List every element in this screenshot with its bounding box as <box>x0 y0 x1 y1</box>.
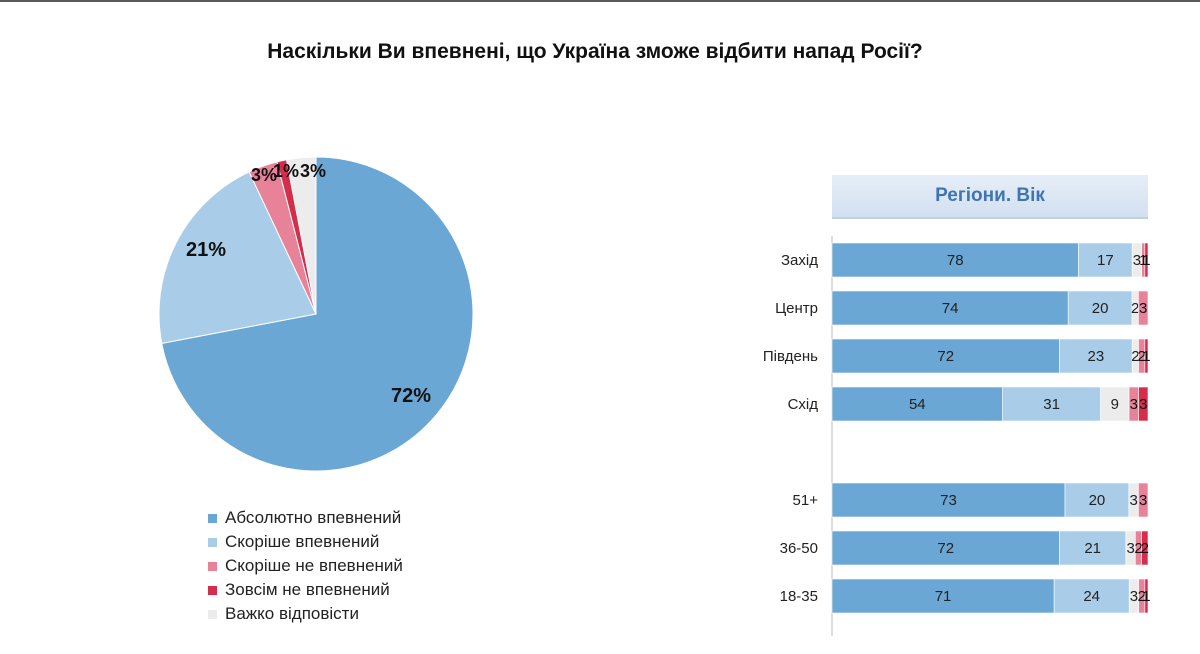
bar-value-label: 3 <box>1130 396 1138 413</box>
bar-value-label: 71 <box>935 588 952 605</box>
bar-value-label: 2 <box>1131 348 1139 365</box>
bar-segment <box>1138 386 1149 422</box>
pie-slice-label: 72% <box>391 385 431 407</box>
bar-value-label: 1 <box>1139 252 1147 269</box>
pie-slice <box>285 156 317 315</box>
bar-segment <box>1059 338 1133 374</box>
legend-item: Важко відповісти <box>208 602 403 626</box>
legend-swatch-icon <box>208 513 217 523</box>
bar-segment <box>1138 290 1149 326</box>
bar-value-label: 1 <box>1142 348 1150 365</box>
bar-segment <box>831 242 1079 278</box>
pie-slice-label: 1% <box>273 161 299 181</box>
bar-value-label: 1 <box>1142 252 1150 269</box>
legend-item: Скоріше впевнений <box>208 530 403 554</box>
bar-value-label: 20 <box>1089 492 1106 509</box>
bar-value-label: 21 <box>1084 540 1101 557</box>
pie-slice-label: 3% <box>251 165 277 185</box>
bar-segment <box>1138 482 1149 518</box>
bar-value-label: 24 <box>1083 588 1100 605</box>
bar-segment <box>1064 482 1130 518</box>
bar-value-label: 1 <box>1142 588 1150 605</box>
legend-label: Скоріше не впевнений <box>225 556 403 575</box>
bar-value-label: 2 <box>1131 300 1139 317</box>
bar-value-label: 72 <box>937 348 954 365</box>
bar-segment <box>831 578 1055 614</box>
bar-value-label: 3 <box>1129 492 1137 509</box>
bar-value-label: 3 <box>1126 540 1134 557</box>
row-label: 36-50 <box>780 540 818 557</box>
bar-value-label: 23 <box>1088 348 1105 365</box>
bar-segment <box>1059 530 1127 566</box>
pie-legend: Абсолютно впевнений Скоріше впевнений Ск… <box>208 506 403 626</box>
bar-value-label: 78 <box>947 252 964 269</box>
bar-value-label: 73 <box>940 492 957 509</box>
legend-label: Важко відповісти <box>225 604 359 623</box>
bar-segment <box>831 290 1069 326</box>
pie-chart: 72% 21% 3%1% 3% <box>158 156 474 472</box>
bar-value-label: 2 <box>1134 540 1142 557</box>
legend-item: Абсолютно впевнений <box>208 506 403 530</box>
row-label: 51+ <box>793 492 819 509</box>
row-label: 18-35 <box>780 588 818 605</box>
bar-segment <box>1053 578 1130 614</box>
top-rule <box>0 0 1200 2</box>
bar-value-label: 2 <box>1141 540 1149 557</box>
legend-label: Абсолютно впевнений <box>225 508 402 527</box>
legend-swatch-icon <box>208 561 217 571</box>
region-age-header: Регіони. Вік <box>832 175 1148 219</box>
bar-value-label: 3 <box>1130 588 1138 605</box>
bar-segment <box>831 338 1060 374</box>
bar-value-label: 72 <box>937 540 954 557</box>
bar-segment <box>831 386 1003 422</box>
pie-slice <box>158 171 317 345</box>
bar-value-label: 3 <box>1133 252 1141 269</box>
legend-swatch-icon <box>208 537 217 547</box>
bar-value-label: 17 <box>1097 252 1114 269</box>
bar-value-label: 9 <box>1111 396 1119 413</box>
bar-value-label: 31 <box>1043 396 1060 413</box>
bar-value-label: 2 <box>1138 348 1146 365</box>
bar-segment <box>1141 530 1149 566</box>
bar-value-label: 54 <box>909 396 926 413</box>
row-label: Центр <box>775 300 818 317</box>
bar-segment <box>1067 290 1133 326</box>
legend-item: Скоріше не впевнений <box>208 554 403 578</box>
bar-segment <box>1078 242 1133 278</box>
bar-segment <box>1144 338 1149 374</box>
bar-value-label: 74 <box>942 300 959 317</box>
bar-value-label: 3 <box>1139 492 1147 509</box>
pie-slice-label: 21% <box>186 239 226 261</box>
chart-title: Наскільки Ви впевнені, що Україна зможе … <box>267 40 923 63</box>
row-label: Схід <box>788 396 819 413</box>
bar-value-label: 3 <box>1139 396 1147 413</box>
pie-slice-label: 3% <box>300 161 326 181</box>
bar-segment <box>1144 242 1149 278</box>
legend-swatch-icon <box>208 585 217 595</box>
legend-label: Зовсім не впевнений <box>225 580 390 599</box>
row-label: Південь <box>763 348 818 365</box>
bar-segment <box>1144 578 1149 614</box>
pie-slice <box>161 156 474 472</box>
legend-item: Зовсім не впевнений <box>208 578 403 602</box>
bar-segment <box>831 530 1060 566</box>
legend-swatch-icon <box>208 609 217 619</box>
bar-value-label: 2 <box>1138 588 1146 605</box>
bar-value-label: 3 <box>1139 300 1147 317</box>
bar-segment <box>1002 386 1101 422</box>
bar-value-label: 20 <box>1092 300 1109 317</box>
legend-label: Скоріше впевнений <box>225 532 380 551</box>
row-label: Захід <box>781 252 818 269</box>
bar-segment <box>1100 386 1130 422</box>
